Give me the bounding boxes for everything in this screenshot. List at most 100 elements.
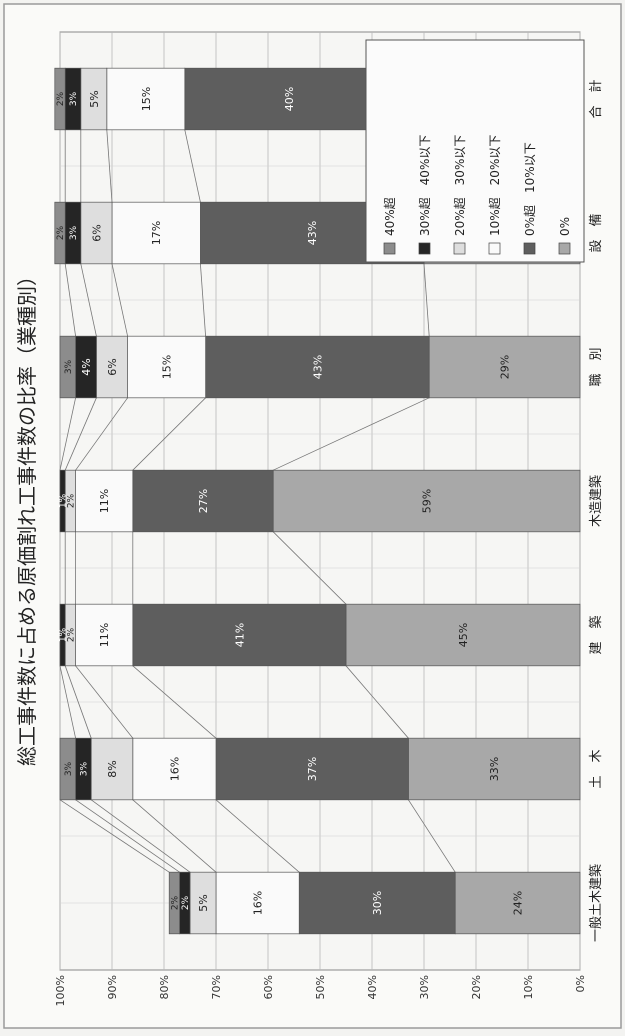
x-category-label: 一般土木建築	[588, 864, 604, 942]
data-label: 37%	[306, 757, 319, 781]
connector-line	[200, 263, 206, 337]
data-label: 6%	[90, 224, 103, 241]
connector-line	[64, 263, 76, 337]
connector-line	[106, 129, 113, 203]
legend-label: 20%超 30%以下	[452, 135, 467, 236]
connector-line	[272, 531, 347, 605]
legend-label: 10%超 20%以下	[487, 135, 502, 236]
connector-line	[59, 799, 170, 873]
y-tick-label: 100%	[54, 975, 67, 1006]
data-label: 15%	[161, 355, 174, 379]
legend-swatch	[383, 242, 396, 255]
connector-line	[184, 129, 201, 203]
data-label: 3%	[69, 225, 79, 240]
connector-line	[59, 665, 76, 739]
rotated-chart-group: 総工事件数に占める原価割れ工事件数の比率（業種別） 0% 10% 20% 30% 40%…	[15, 31, 604, 1006]
legend-swatch	[523, 242, 536, 255]
connector-line	[111, 263, 128, 337]
legend-swatch	[488, 242, 501, 255]
connector-line	[64, 397, 97, 471]
data-label: 41%	[233, 623, 246, 647]
connector-line	[408, 799, 456, 873]
data-label: 2%	[181, 895, 191, 910]
data-label: 43%	[311, 355, 324, 379]
legend-box	[365, 39, 585, 263]
data-label: 27%	[197, 489, 210, 513]
legend-swatch	[453, 242, 466, 255]
data-label: 17%	[150, 221, 163, 245]
data-label: 2%	[56, 91, 66, 106]
bar-segment	[59, 335, 76, 399]
connector-line	[423, 263, 430, 337]
y-tick-label: 0%	[574, 975, 587, 992]
y-tick-label: 40%	[366, 975, 379, 999]
data-label: 3%	[69, 91, 79, 106]
connector-line	[273, 397, 430, 471]
x-category-label: 建 築	[589, 615, 604, 654]
y-tick-label: 90%	[106, 975, 119, 999]
data-label: 1%	[59, 493, 69, 508]
connector-line	[80, 263, 97, 337]
connector-line	[90, 799, 191, 873]
legend-label: 30%超 40%以下	[417, 135, 432, 236]
data-label: 2%	[66, 493, 76, 508]
data-label: 2%	[56, 225, 66, 240]
data-label: 11%	[98, 489, 111, 513]
legend-label: 0%超 10%以下	[522, 142, 537, 236]
data-label: 5%	[197, 894, 210, 911]
data-label: 11%	[98, 623, 111, 647]
data-label: 45%	[457, 623, 470, 647]
data-label: 30%	[371, 891, 384, 915]
bar-segment	[54, 67, 66, 131]
data-label: 16%	[252, 891, 265, 915]
connector-line	[132, 397, 206, 471]
legend-swatch	[558, 242, 571, 255]
legend-label: 0%	[558, 217, 572, 236]
data-label: 2%	[66, 627, 76, 642]
y-tick-label: 60%	[262, 975, 275, 999]
data-label: 43%	[306, 221, 319, 245]
data-label: 6%	[106, 358, 119, 375]
connector-line	[75, 665, 134, 739]
bar-segment	[168, 871, 180, 935]
data-label: 4%	[80, 358, 93, 375]
data-label: 3%	[79, 761, 89, 776]
data-label: 59%	[421, 489, 434, 513]
data-label: 5%	[88, 90, 101, 107]
connector-line	[64, 665, 92, 739]
legend-label: 40%超	[382, 197, 397, 236]
y-tick-label: 50%	[314, 975, 327, 999]
y-tick-label: 30%	[418, 975, 431, 999]
bar-segment	[59, 603, 66, 667]
data-label: 1%	[59, 627, 69, 642]
x-category-label: 土 木	[589, 749, 604, 788]
x-category-label: 設 備	[588, 213, 604, 252]
x-category-label: 木造建築	[589, 475, 604, 527]
data-label: 16%	[168, 757, 181, 781]
data-label: 15%	[140, 87, 153, 111]
connector-line	[75, 799, 180, 873]
data-label: 3%	[64, 761, 74, 776]
connector-line	[132, 799, 217, 873]
connector-line	[345, 665, 409, 739]
y-tick-label: 10%	[522, 975, 535, 999]
bar-segment	[59, 469, 66, 533]
chart-title: 総工事件数に占める原価割れ工事件数の比率（業種別）	[15, 266, 39, 766]
x-category-label: 職 別	[589, 347, 604, 386]
data-label: 33%	[488, 757, 501, 781]
connector-line	[215, 799, 300, 873]
data-label: 24%	[512, 891, 525, 915]
connector-line	[59, 397, 76, 471]
data-label: 40%	[283, 87, 296, 111]
legend-swatch	[418, 242, 431, 255]
data-label: 3%	[64, 359, 74, 374]
connector-line	[132, 665, 217, 739]
x-category-label: 合 計	[588, 79, 604, 118]
connector-line	[75, 397, 128, 471]
data-label: 8%	[106, 760, 119, 777]
y-tick-label: 80%	[158, 975, 171, 999]
data-label: 2%	[170, 895, 180, 910]
bar-segment	[59, 737, 76, 801]
